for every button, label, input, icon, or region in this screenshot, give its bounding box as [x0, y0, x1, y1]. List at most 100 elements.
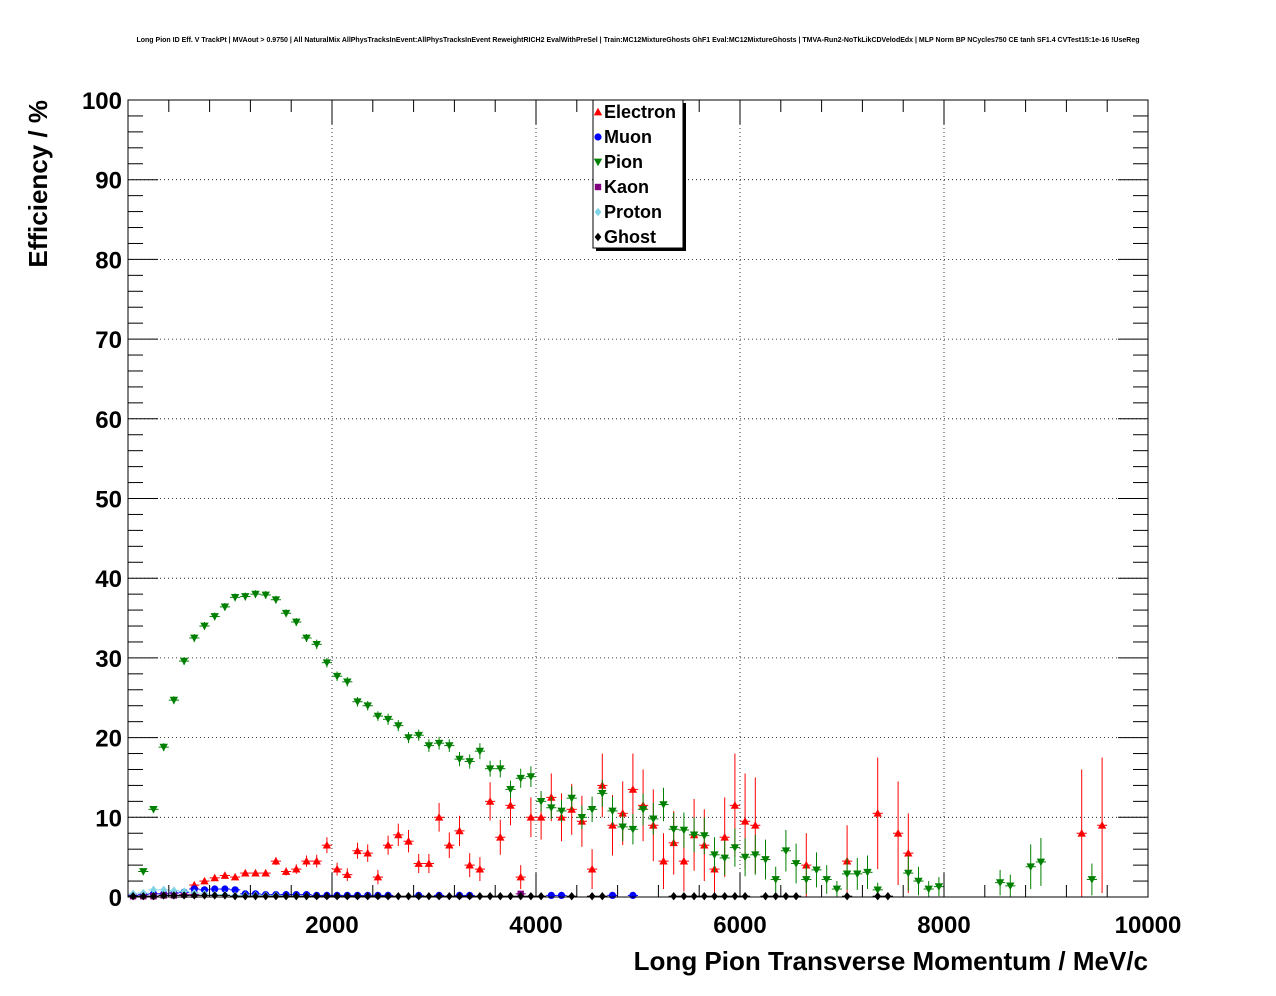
- ghost-point: [342, 892, 353, 901]
- ghost-point: [882, 892, 893, 901]
- pion-marker: [659, 801, 668, 809]
- ghost-marker: [537, 892, 545, 901]
- ghost-point: [719, 892, 730, 901]
- pion-marker: [292, 618, 301, 627]
- pion-marker: [465, 758, 474, 766]
- legend-label: Proton: [604, 202, 662, 222]
- electron-marker: [496, 833, 505, 841]
- ghost-marker: [598, 892, 606, 901]
- pion-marker: [577, 813, 587, 822]
- electron-marker: [394, 830, 403, 839]
- pion-point: [719, 840, 730, 876]
- ghost-marker: [884, 892, 892, 901]
- pion-point: [270, 595, 281, 604]
- ghost-point: [485, 892, 496, 901]
- pion-point: [474, 743, 485, 760]
- electron-point: [362, 844, 373, 862]
- y-tick-label: 40: [95, 566, 122, 593]
- ghost-point: [464, 892, 475, 901]
- pion-marker: [720, 854, 729, 863]
- pion-point: [913, 866, 924, 896]
- pion-point: [1086, 863, 1097, 896]
- ghost-marker: [303, 892, 310, 901]
- pion-point: [903, 855, 914, 891]
- ghost-marker: [221, 891, 229, 900]
- electron-marker: [434, 813, 444, 821]
- electron-marker: [241, 868, 250, 877]
- ghost-point: [597, 892, 608, 901]
- pion-marker: [190, 634, 199, 643]
- y-tick-label: 0: [109, 885, 122, 912]
- pion-marker: [1026, 863, 1035, 871]
- pion-marker: [995, 879, 1005, 887]
- ghost-marker: [527, 892, 535, 901]
- ghost-point: [699, 892, 710, 901]
- pion-marker: [1036, 858, 1046, 867]
- electron-point: [627, 753, 638, 826]
- ghost-point: [148, 892, 159, 901]
- pion-marker: [649, 815, 658, 824]
- pion-marker: [679, 826, 689, 835]
- pion-marker: [536, 798, 546, 806]
- electron-point: [230, 872, 241, 881]
- electron-point: [250, 868, 261, 877]
- ghost-marker: [282, 892, 290, 901]
- pion-point: [607, 796, 618, 826]
- ghost-point: [791, 892, 802, 901]
- pion-marker: [608, 807, 617, 816]
- ghost-point: [209, 891, 220, 900]
- pion-marker: [200, 622, 209, 631]
- pion-point: [750, 834, 761, 875]
- pion-marker: [873, 886, 882, 895]
- ghost-point: [230, 892, 241, 901]
- electron-marker: [516, 872, 525, 881]
- pion-point: [770, 866, 781, 893]
- electron-point: [872, 757, 883, 870]
- pion-point: [311, 639, 322, 650]
- pion-point: [240, 592, 251, 601]
- electron-marker: [383, 840, 393, 849]
- pion-point: [515, 768, 526, 788]
- ghost-point: [403, 892, 414, 901]
- legend-marker: [593, 107, 603, 116]
- electron-marker: [414, 859, 423, 867]
- ghost-point: [250, 892, 261, 901]
- pion-point: [709, 837, 720, 873]
- electron-marker: [679, 856, 689, 865]
- electron-marker: [587, 864, 597, 873]
- muon-marker: [547, 891, 555, 900]
- pion-marker: [812, 866, 821, 875]
- grid: [128, 100, 1148, 897]
- pion-point: [1005, 874, 1016, 897]
- x-axis-title: Long Pion Transverse Momentum / MeV/c: [634, 946, 1148, 976]
- pion-marker: [730, 844, 740, 852]
- y-tick-label: 30: [95, 646, 122, 673]
- pion-marker: [832, 885, 842, 894]
- pion-point: [760, 839, 771, 880]
- ghost-point: [729, 892, 740, 901]
- electron-marker: [740, 817, 750, 825]
- ghost-point: [158, 891, 169, 900]
- ghost-marker: [374, 892, 382, 901]
- pion-point: [403, 732, 414, 744]
- pion-point: [230, 593, 241, 602]
- electron-marker: [292, 864, 301, 873]
- legend-label: Kaon: [604, 177, 649, 197]
- ghost-marker: [415, 892, 423, 901]
- ghost-point: [179, 891, 190, 900]
- pion-point: [372, 711, 383, 721]
- y-tick-label: 80: [95, 247, 122, 274]
- ghost-marker: [384, 892, 392, 901]
- electron-point: [1097, 757, 1108, 894]
- electron-point: [383, 835, 394, 855]
- ghost-marker: [700, 892, 708, 901]
- ghost-marker: [201, 891, 208, 900]
- muon-point: [209, 885, 220, 893]
- ghost-marker: [466, 892, 474, 901]
- y-axis-title: Efficiency / %: [23, 100, 53, 268]
- pion-point: [821, 865, 832, 894]
- pion-point: [332, 671, 343, 682]
- ghost-point: [495, 892, 506, 901]
- pion-point: [780, 830, 791, 872]
- electron-marker: [404, 837, 413, 845]
